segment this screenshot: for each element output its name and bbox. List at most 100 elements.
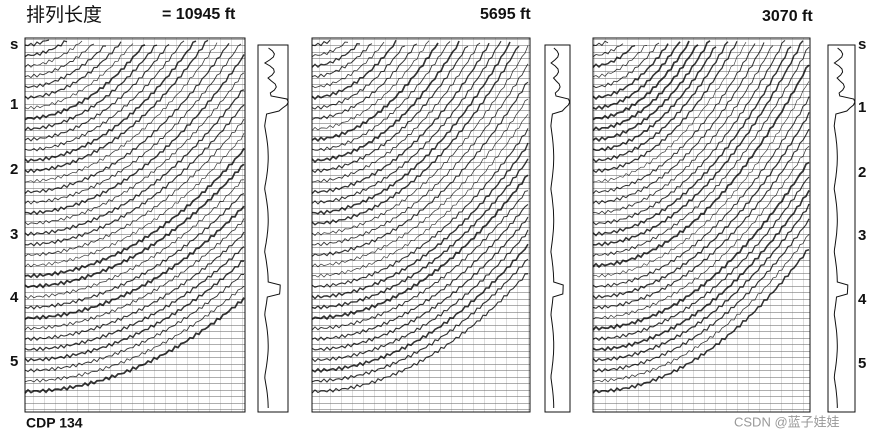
seismic-event	[24, 205, 245, 321]
seismic-event	[24, 40, 185, 152]
seismic-event	[311, 45, 529, 237]
seismic-event	[24, 45, 106, 89]
seismic-event	[311, 229, 529, 363]
seismic-event	[592, 218, 810, 373]
seismic-event	[592, 40, 738, 174]
seismic-event	[592, 41, 747, 183]
seismic-event	[592, 46, 810, 257]
time-label: 2	[10, 161, 18, 178]
time-label: 5	[858, 355, 866, 372]
seismic-event	[24, 41, 122, 100]
seismic-event	[24, 179, 245, 300]
seismic-event	[24, 43, 242, 205]
seismic-event	[311, 40, 502, 205]
seismic-event	[24, 43, 230, 195]
seismic-event	[592, 40, 609, 46]
seismic-event	[24, 54, 245, 216]
seismic-event	[592, 96, 810, 288]
seismic-event	[311, 203, 529, 342]
seismic-event	[311, 39, 397, 101]
seismic-event	[311, 42, 481, 183]
seismic-event	[24, 163, 245, 289]
seismic-event	[592, 45, 774, 215]
seismic-event	[592, 81, 810, 278]
time-label: 3	[858, 227, 866, 244]
seismic-event	[311, 114, 529, 278]
seismic-event	[24, 274, 244, 373]
seismic-event	[24, 42, 218, 183]
seismic-event	[24, 132, 245, 268]
seismic-event	[311, 40, 460, 164]
seismic-event	[592, 112, 810, 300]
seismic-event	[24, 43, 95, 79]
seismic-event	[592, 41, 729, 163]
seismic-event	[24, 40, 197, 163]
time-label: s	[10, 36, 18, 53]
seismic-event	[592, 249, 810, 394]
seismic-event	[311, 63, 529, 247]
seismic-event	[311, 41, 451, 152]
seismic-event	[24, 39, 209, 174]
seismic-event	[592, 43, 669, 101]
seismic-event	[311, 216, 529, 352]
seismic-event	[24, 40, 68, 58]
semblance-strip	[257, 44, 289, 413]
seismic-event	[311, 258, 529, 383]
seismic-event	[24, 89, 245, 237]
seismic-event	[311, 81, 529, 257]
seismic-event	[311, 43, 418, 121]
seismic-event	[311, 43, 373, 79]
seismic-event	[311, 43, 361, 68]
time-label: 4	[858, 291, 867, 308]
seismic-event	[311, 128, 529, 288]
seismic-event	[592, 44, 636, 69]
time-label: 5	[10, 353, 18, 370]
length-label: 3070 ft	[762, 8, 813, 25]
time-label: 2	[858, 164, 866, 181]
seismic-event	[311, 174, 529, 321]
seismic-event	[311, 190, 529, 331]
seismic-event	[592, 146, 810, 320]
seismic-event	[592, 43, 624, 58]
seismic-event	[592, 176, 810, 342]
seismic-event	[24, 246, 245, 352]
seismic-event	[311, 42, 439, 143]
seismic-event	[592, 40, 711, 142]
seismic-event	[592, 64, 810, 269]
length-label: = 10945 ft	[162, 6, 236, 23]
seismic-event	[311, 42, 490, 195]
title: 排列长度	[26, 4, 102, 26]
seismic-event	[592, 40, 804, 247]
time-label: 1	[858, 99, 866, 116]
seismic-event	[592, 46, 717, 152]
seismic-event	[592, 44, 699, 132]
seismic-event	[24, 104, 245, 247]
panels	[24, 37, 856, 413]
seismic-event	[24, 40, 83, 68]
seismic-event	[311, 45, 520, 226]
seismic-event	[592, 203, 810, 363]
seismic-event	[311, 39, 331, 47]
panel	[24, 37, 246, 413]
seismic-event	[24, 260, 245, 363]
seismic-event	[24, 218, 245, 331]
semblance-curve	[263, 47, 289, 409]
time-label: 3	[10, 226, 18, 243]
seismic-event	[24, 231, 245, 342]
seismic-event	[24, 297, 245, 394]
seismic-event	[311, 158, 529, 310]
footer-label: CDP 134	[26, 415, 83, 431]
seismic-event	[24, 44, 158, 132]
seismic-event	[592, 161, 810, 331]
seismic-event	[24, 147, 245, 279]
seismic-event	[592, 43, 756, 194]
seismic-event	[592, 42, 765, 205]
seismic-event	[311, 41, 349, 58]
seismic-event	[311, 45, 469, 174]
seismic-event	[311, 45, 406, 110]
seismic-event	[311, 98, 529, 268]
semblance-curve	[550, 47, 571, 408]
seismic-event	[311, 40, 430, 131]
time-label: s	[858, 36, 866, 53]
semblance-strip	[544, 44, 571, 413]
